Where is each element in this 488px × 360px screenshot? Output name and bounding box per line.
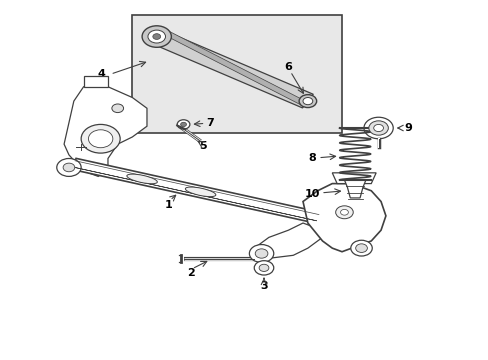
Polygon shape xyxy=(83,76,108,87)
Circle shape xyxy=(254,261,273,275)
Ellipse shape xyxy=(185,187,215,197)
Circle shape xyxy=(88,130,113,148)
Polygon shape xyxy=(303,184,385,252)
Text: 2: 2 xyxy=(186,268,194,278)
Text: 9: 9 xyxy=(403,123,411,133)
Circle shape xyxy=(180,122,186,127)
Circle shape xyxy=(142,26,171,47)
Ellipse shape xyxy=(126,174,157,184)
Polygon shape xyxy=(151,30,313,108)
Circle shape xyxy=(373,125,383,132)
Circle shape xyxy=(81,125,120,153)
Circle shape xyxy=(368,121,387,135)
Polygon shape xyxy=(71,158,319,223)
Circle shape xyxy=(355,244,366,252)
Circle shape xyxy=(177,120,189,129)
Circle shape xyxy=(57,158,81,176)
Circle shape xyxy=(259,264,268,271)
Circle shape xyxy=(303,98,312,105)
Polygon shape xyxy=(164,31,304,105)
Circle shape xyxy=(255,249,267,258)
Circle shape xyxy=(340,210,347,215)
Polygon shape xyxy=(64,87,147,176)
Polygon shape xyxy=(254,223,322,259)
Circle shape xyxy=(148,30,165,43)
Polygon shape xyxy=(331,173,375,184)
Circle shape xyxy=(249,244,273,262)
Circle shape xyxy=(363,117,392,139)
Circle shape xyxy=(153,34,160,40)
Text: 3: 3 xyxy=(260,281,267,291)
Circle shape xyxy=(335,206,352,219)
Circle shape xyxy=(299,95,316,108)
Text: 7: 7 xyxy=(206,118,214,128)
Polygon shape xyxy=(344,180,365,198)
Circle shape xyxy=(63,163,75,172)
Circle shape xyxy=(112,104,123,113)
Text: 10: 10 xyxy=(305,189,320,199)
Text: 6: 6 xyxy=(284,62,292,72)
Circle shape xyxy=(350,240,371,256)
Text: 5: 5 xyxy=(199,141,206,151)
Bar xyxy=(132,15,341,134)
Text: 8: 8 xyxy=(307,153,315,163)
Text: 4: 4 xyxy=(98,69,105,79)
Text: 1: 1 xyxy=(165,200,172,210)
